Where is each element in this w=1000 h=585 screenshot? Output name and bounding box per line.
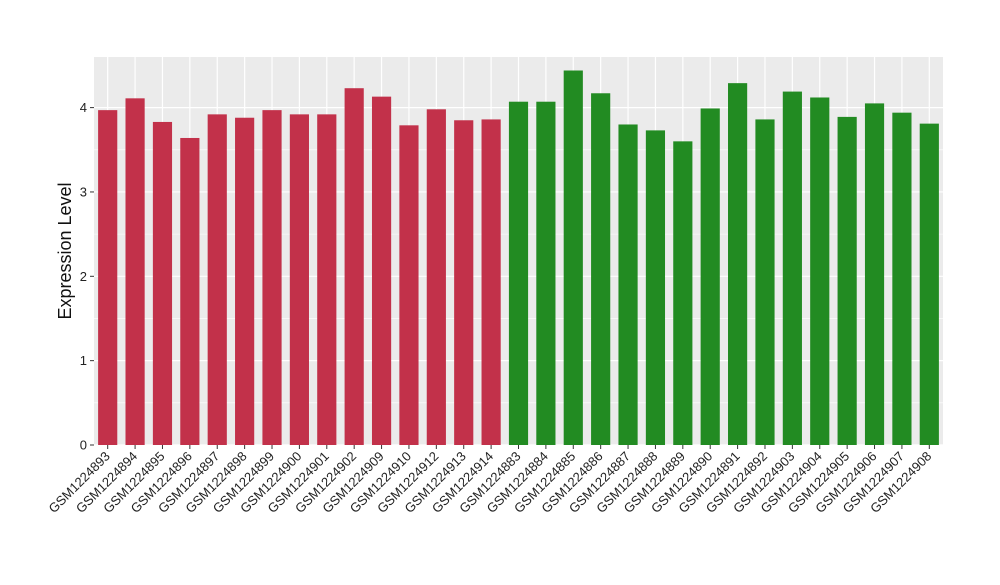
bar bbox=[125, 98, 145, 445]
y-tick-label: 0 bbox=[80, 438, 87, 453]
y-axis-label: Expression Level bbox=[55, 182, 75, 319]
bar bbox=[837, 116, 857, 445]
bar bbox=[180, 137, 200, 445]
bar bbox=[481, 119, 501, 445]
y-tick-label: 4 bbox=[80, 100, 87, 115]
bar bbox=[919, 123, 939, 446]
y-axis: 0 1 2 3 4 bbox=[80, 100, 94, 453]
bar bbox=[782, 91, 802, 445]
bar bbox=[645, 130, 666, 445]
bar bbox=[426, 109, 446, 445]
bar bbox=[700, 108, 720, 445]
bar bbox=[755, 119, 775, 445]
bar bbox=[508, 101, 529, 445]
bar bbox=[98, 110, 118, 445]
bar bbox=[728, 83, 748, 445]
y-tick-label: 3 bbox=[80, 184, 87, 199]
bar bbox=[207, 114, 227, 446]
bar bbox=[262, 110, 282, 445]
bar bbox=[618, 124, 638, 445]
bar bbox=[810, 97, 830, 446]
bars bbox=[98, 70, 939, 446]
y-tick-label: 2 bbox=[80, 269, 87, 284]
bar bbox=[152, 121, 173, 446]
bar bbox=[536, 101, 556, 445]
bar bbox=[892, 112, 912, 446]
bar bbox=[454, 120, 474, 446]
bar bbox=[563, 70, 583, 445]
x-axis: GSM1224893GSM1224894GSM1224895GSM1224896… bbox=[45, 445, 934, 516]
bar bbox=[317, 114, 337, 446]
bar bbox=[289, 114, 309, 446]
bar bbox=[673, 141, 693, 445]
y-tick-label: 1 bbox=[80, 353, 87, 368]
bar bbox=[344, 88, 364, 446]
bar bbox=[864, 103, 885, 446]
bar bbox=[371, 96, 392, 445]
bar bbox=[235, 117, 255, 445]
bar bbox=[591, 93, 611, 445]
bar bbox=[399, 125, 419, 445]
